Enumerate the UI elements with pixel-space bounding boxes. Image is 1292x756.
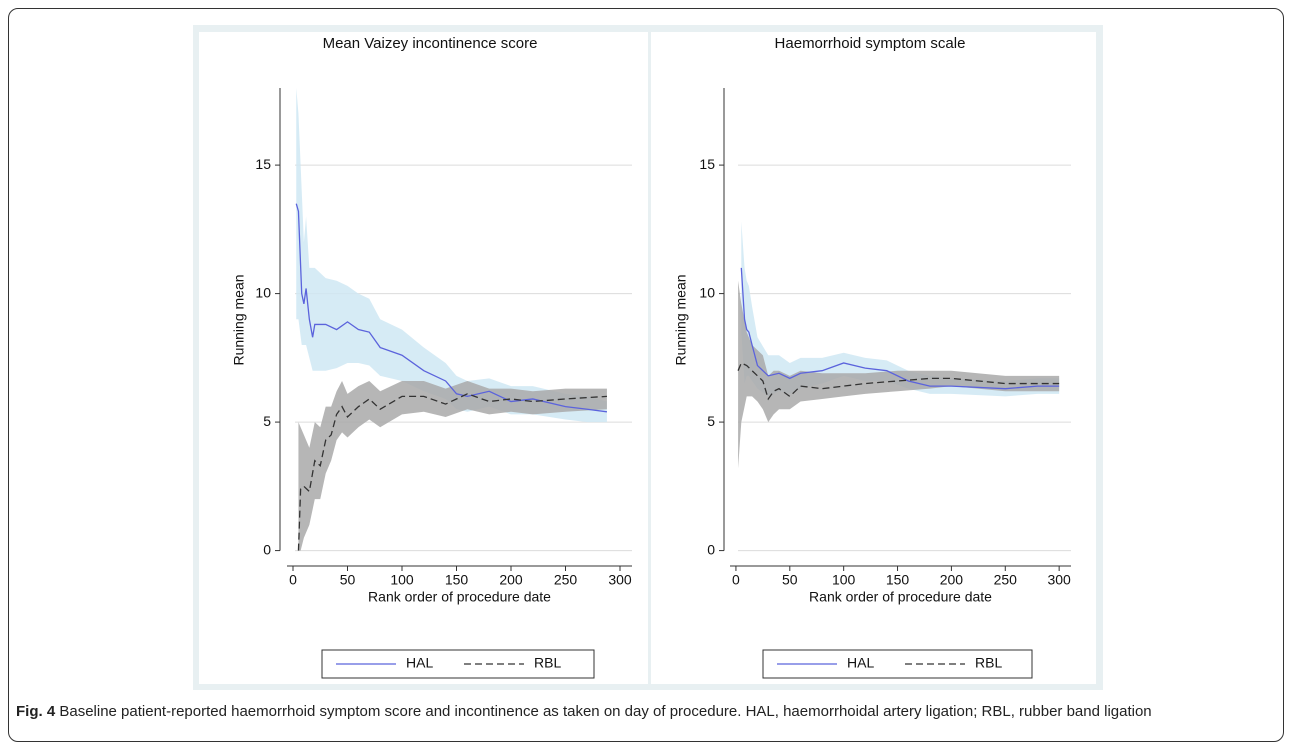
y-tick-label: 0 <box>707 541 715 557</box>
legend-label: HAL <box>847 655 874 671</box>
x-tick-label: 100 <box>390 572 414 588</box>
caption-text: Baseline patient-reported haemorrhoid sy… <box>59 703 1152 720</box>
y-axis-label: Running mean <box>673 274 689 365</box>
x-tick-label: 250 <box>994 572 1018 588</box>
y-axis-label: Running mean <box>231 274 247 365</box>
y-tick-label: 5 <box>707 413 715 429</box>
x-tick-label: 0 <box>732 572 740 588</box>
x-tick-label: 300 <box>608 572 632 588</box>
legend-label: RBL <box>534 655 561 671</box>
x-axis-label: Rank order of procedure date <box>809 589 992 605</box>
y-tick-label: 10 <box>255 284 271 300</box>
x-tick-label: 50 <box>340 572 356 588</box>
y-tick-label: 15 <box>699 156 715 172</box>
caption-label: Fig. 4 <box>16 703 56 720</box>
chart-title: Mean Vaizey incontinence score <box>323 35 538 52</box>
figure-frame <box>8 8 1284 742</box>
line <box>740 267 1060 390</box>
x-tick-label: 250 <box>554 572 578 588</box>
y-tick-label: 5 <box>263 413 271 429</box>
y-tick-label: 10 <box>699 284 715 300</box>
x-tick-label: 50 <box>782 572 798 588</box>
y-tick-label: 15 <box>255 156 271 172</box>
line <box>295 203 608 413</box>
x-tick-label: 0 <box>289 572 297 588</box>
line <box>297 393 607 551</box>
x-tick-label: 150 <box>886 572 910 588</box>
x-axis-label: Rank order of procedure date <box>368 589 551 605</box>
x-tick-label: 200 <box>940 572 964 588</box>
x-tick-label: 200 <box>499 572 523 588</box>
panel-background <box>651 32 1096 684</box>
confidence-band <box>738 280 1060 469</box>
x-tick-label: 300 <box>1047 572 1071 588</box>
caption: Fig. 4 Baseline patient-reported haemorr… <box>16 700 1278 723</box>
line <box>737 362 1060 401</box>
chart-title: Haemorrhoid symptom scale <box>775 35 966 52</box>
confidence-band <box>298 380 607 551</box>
legend-label: HAL <box>406 655 433 671</box>
x-tick-label: 100 <box>832 572 856 588</box>
legend-label: RBL <box>975 655 1002 671</box>
y-tick-label: 0 <box>263 541 271 557</box>
x-tick-label: 150 <box>445 572 469 588</box>
